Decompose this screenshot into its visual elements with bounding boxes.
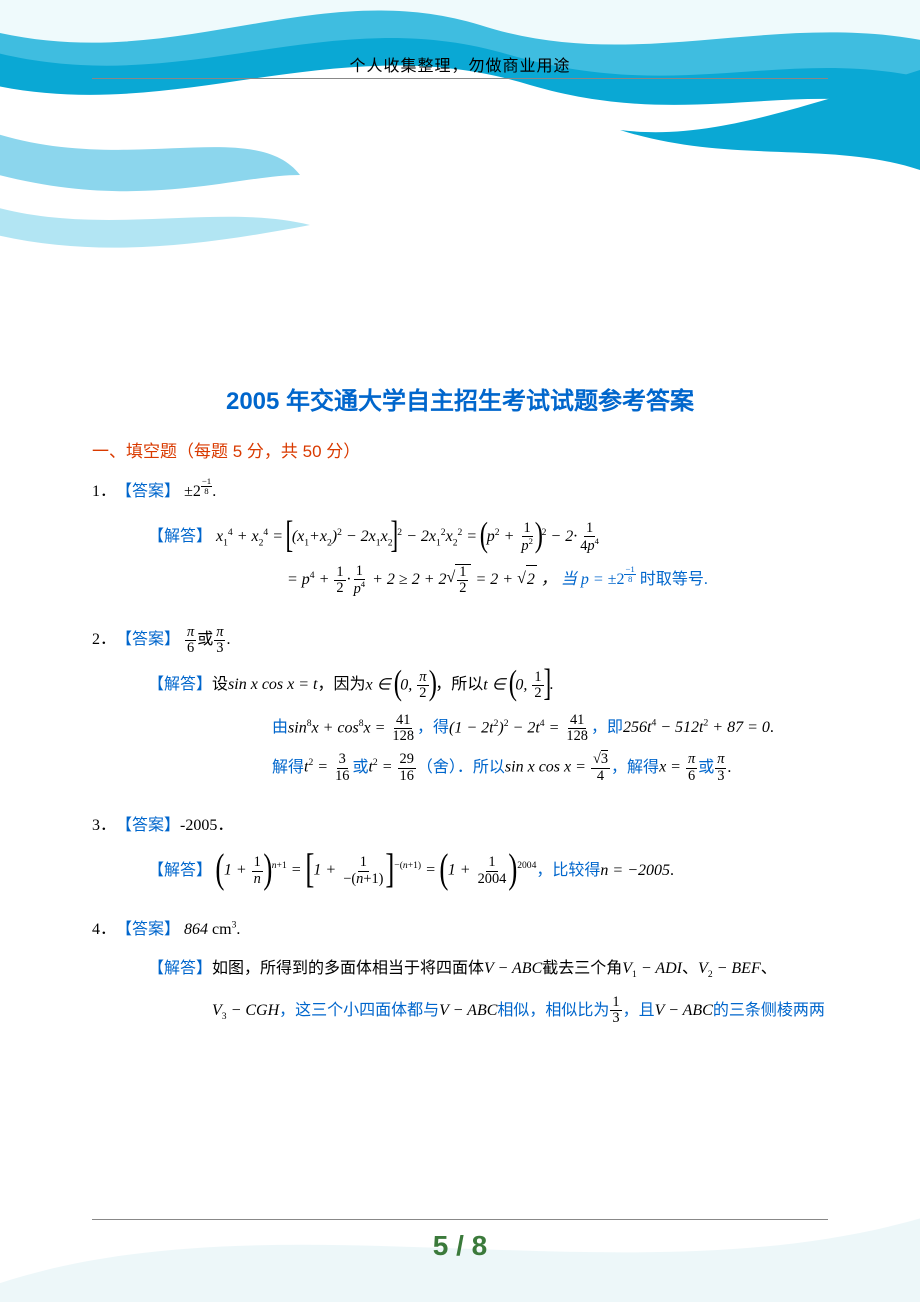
q1-solution-2: = p4 + 12·1p4 + 2 ≥ 2 + 2√12 = 2 + √2 ， … [92, 564, 828, 597]
q2-l2c: ，即 [591, 714, 623, 743]
q4-t2: 截去三个角 [542, 955, 622, 984]
answer-label: 【答案】 [116, 812, 180, 841]
q1-solution-1: 【解答】 x14 + x24 = [(x1+x2)2 − 2x1x2]2 − 2… [92, 521, 828, 554]
main-title: 2005 年交通大学自主招生考试试题参考答案 [92, 380, 828, 423]
section-heading: 一、填空题（每题 5 分，共 50 分） [92, 437, 828, 468]
q3-res: . [670, 857, 674, 886]
q3-ansval: -2005． [180, 812, 233, 841]
q2-l2a: 由 [272, 714, 288, 743]
q3-tail: ，比较得 [536, 857, 600, 886]
q1-num: 1． [92, 478, 116, 507]
q2-answer: 2． 【答案】 π6 或 π3. [92, 625, 828, 656]
answer-label: 【答案】 [116, 478, 180, 507]
q2-num: 2． [92, 626, 116, 655]
q4-t3a: 、 [682, 955, 698, 984]
q2-solution-3: 解得 t2 = 316 或 t2 = 2916 （舍）．所以 sin x cos… [92, 752, 828, 783]
document-body: 2005 年交通大学自主招生考试试题参考答案 一、填空题（每题 5 分，共 50… [92, 380, 828, 1033]
q4-t8: 的三条侧棱两两 [713, 997, 825, 1026]
header-text: 个人收集整理，勿做商业用途 [0, 52, 920, 76]
q2-l3a: 解得 [272, 754, 304, 783]
bg-swoosh-bottom [0, 1052, 920, 1302]
solution-label: 【解答】 [148, 955, 212, 984]
q4-t6: 相似，相似比为 [497, 997, 609, 1026]
solution-label: 【解答】 [148, 857, 212, 886]
q4-solution-1: 【解答】 如图，所得到的多面体相当于将四面体 V − ABC 截去三个角 V1 … [92, 955, 828, 984]
q4-t1: 如图，所得到的多面体相当于将四面体 [212, 955, 484, 984]
q3-num: 3． [92, 812, 116, 841]
q4-t3b: 、 [761, 955, 777, 984]
q2-sa: 设 [212, 671, 228, 700]
q1-tail: 时取等号. [640, 571, 708, 588]
answer-label: 【答案】 [116, 916, 180, 945]
q2-solution-2: 由 sin8x + cos8x = 41128 ，得 (1 − 2t2)2 − … [92, 713, 828, 744]
q2-sc: ，所以 [435, 671, 483, 700]
page-number: 5 / 8 [0, 1230, 920, 1262]
answer-label: 【答案】 [116, 626, 180, 655]
q4-solution-2: V3 − CGH ，这三个小四面体都与 V − ABC 相似，相似比为 13 ，… [92, 995, 828, 1026]
q2-solution-1: 【解答】 设 sin x cos x = t ，因为 x ∈ (0, π2) ，… [92, 670, 828, 701]
q2-l3b: 或 [352, 754, 368, 783]
footer-rule [92, 1219, 828, 1220]
header-rule [92, 78, 828, 79]
q2-l2b: ，得 [417, 714, 449, 743]
q1-answer: 1． 【答案】 ±2−18. [92, 478, 828, 507]
q2-l3c: （舍）．所以 [417, 754, 505, 783]
q2-sb: ，因为 [318, 671, 366, 700]
q3-answer: 3． 【答案】 -2005． [92, 812, 828, 841]
q2-l3e: 或 [698, 754, 714, 783]
q2-or: 或 [197, 626, 213, 655]
solution-label: 【解答】 [148, 671, 212, 700]
q4-t7: ，且 [623, 997, 655, 1026]
q4-num: 4． [92, 916, 116, 945]
q3-solution: 【解答】 (1 + 1n)n+1 = [1 + 1−(n+1)]−(n+1) =… [92, 854, 828, 887]
q2-l3d: ，解得 [611, 754, 659, 783]
solution-label: 【解答】 [148, 523, 212, 552]
q4-answer: 4． 【答案】 864 cm3. [92, 916, 828, 945]
q4-t5: ，这三个小四面体都与 [279, 997, 439, 1026]
